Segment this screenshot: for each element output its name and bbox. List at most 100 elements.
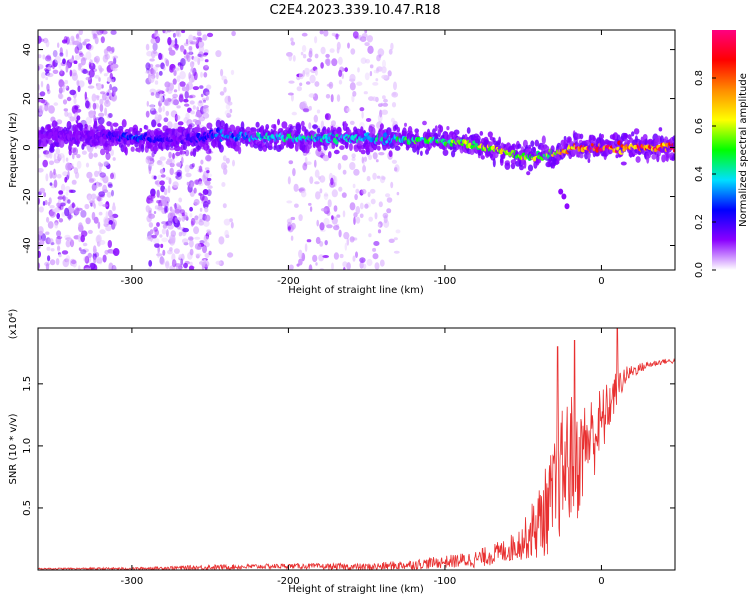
noise-blob [349, 162, 356, 170]
noise-blob [104, 48, 109, 57]
noise-blob [110, 30, 117, 35]
noise-blob [385, 193, 391, 198]
ridge-halo [534, 139, 539, 147]
noise-blob [89, 262, 96, 270]
noise-blob [81, 230, 88, 237]
noise-blob [313, 114, 318, 123]
y-tick-label: 20 [22, 92, 33, 105]
noise-blob [147, 267, 152, 270]
noise-blob [368, 154, 373, 161]
noise-blob [76, 154, 81, 159]
noise-blob [189, 94, 196, 99]
noise-blob [167, 121, 173, 129]
noise-blob [189, 213, 193, 218]
noise-blob [306, 161, 312, 165]
noise-blob [352, 255, 356, 262]
noise-blob [169, 247, 173, 252]
noise-blob [87, 229, 93, 234]
noise-blob [379, 259, 385, 267]
noise-blob [391, 159, 397, 164]
spectrogram-y-axis-label: Frequency (Hz) [8, 112, 19, 188]
noise-blob [382, 59, 386, 68]
ridge-halo [139, 127, 143, 133]
noise-blob [324, 240, 328, 246]
noise-blob [196, 30, 202, 35]
noise-blob [52, 69, 59, 75]
ridge-halo [145, 125, 149, 130]
noise-blob [290, 216, 296, 221]
noise-blob [68, 41, 73, 46]
noise-blob [203, 241, 210, 248]
noise-blob [169, 66, 175, 73]
noise-blob [165, 176, 170, 180]
noise-blob [368, 233, 372, 238]
noise-blob [201, 97, 208, 102]
noise-blob [354, 193, 358, 201]
noise-blob [193, 187, 197, 194]
noise-blob [292, 168, 296, 177]
noise-blob [208, 250, 212, 256]
noise-blob [45, 237, 51, 245]
noise-blob [351, 153, 356, 159]
y-tick-label: 40 [22, 43, 33, 56]
noise-blob [58, 218, 64, 223]
noise-blob [162, 224, 168, 229]
noise-blob [183, 98, 189, 103]
noise-blob [382, 95, 386, 100]
ridge-halo [182, 143, 187, 151]
spectrogram-ridge-layer [38, 115, 675, 210]
noise-blob [173, 89, 178, 93]
noise-blob [296, 86, 302, 92]
noise-blob [155, 64, 161, 68]
noise-blob [49, 182, 53, 186]
noise-blob [69, 89, 76, 96]
noise-blob [382, 212, 389, 219]
noise-blob [156, 200, 161, 204]
noise-blob [178, 213, 183, 217]
noise-blob [194, 243, 202, 250]
ridge-halo [480, 155, 485, 160]
noise-blob [62, 195, 66, 202]
noise-blob [206, 32, 214, 38]
noise-blob [198, 100, 203, 104]
noise-blob [196, 106, 199, 111]
noise-blob [336, 41, 341, 51]
noise-blob [359, 202, 364, 210]
noise-blob [94, 36, 99, 45]
noise-blob [377, 229, 382, 234]
ridge-halo [205, 140, 209, 146]
ridge-halo [587, 158, 591, 164]
ridge-halo [150, 130, 155, 137]
noise-blob [71, 72, 78, 81]
noise-blob [373, 241, 380, 246]
noise-blob [320, 46, 326, 55]
noise-blob [356, 81, 363, 86]
noise-blob [39, 106, 43, 110]
x-tick-label: -100 [434, 276, 457, 287]
noise-blob [366, 35, 373, 43]
noise-blob [185, 83, 190, 93]
ridge-halo [594, 151, 600, 157]
noise-blob [59, 52, 64, 57]
noise-blob [145, 110, 150, 118]
noise-blob [106, 46, 112, 52]
noise-blob [97, 196, 102, 202]
ridge-halo [402, 127, 407, 137]
ridge-halo [434, 125, 438, 132]
noise-blob [69, 69, 73, 77]
noise-blob [56, 202, 61, 207]
noise-blob [178, 254, 183, 259]
noise-blob [162, 105, 165, 112]
noise-blob [195, 40, 200, 49]
noise-blob [152, 42, 158, 51]
noise-blob [148, 194, 152, 199]
noise-blob [174, 217, 178, 224]
noise-blob [203, 260, 210, 268]
ridge-halo [615, 154, 619, 159]
noise-blob [305, 81, 311, 85]
noise-blob [224, 109, 232, 116]
noise-blob [183, 262, 188, 269]
noise-blob [38, 64, 44, 70]
colorbar-gradient [712, 30, 736, 270]
noise-blob [160, 174, 166, 178]
